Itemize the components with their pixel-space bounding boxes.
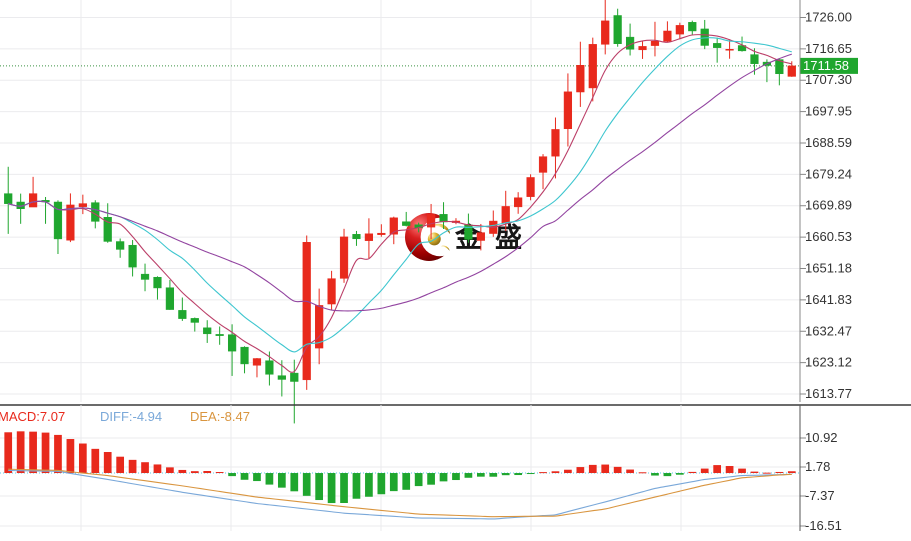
svg-text:DIFF:-4.94: DIFF:-4.94 [100, 409, 162, 424]
svg-text:1707.30: 1707.30 [805, 72, 852, 87]
svg-text:1660.53: 1660.53 [805, 229, 852, 244]
svg-text:MACD:7.07: MACD:7.07 [0, 409, 65, 424]
svg-text:1679.24: 1679.24 [805, 166, 852, 181]
svg-text:1623.12: 1623.12 [805, 355, 852, 370]
svg-text:1688.59: 1688.59 [805, 135, 852, 150]
svg-text:10.92: 10.92 [805, 430, 838, 445]
svg-text:1.78: 1.78 [805, 459, 830, 474]
svg-text:1669.89: 1669.89 [805, 198, 852, 213]
svg-text:1711.58: 1711.58 [803, 58, 849, 73]
svg-text:-7.37: -7.37 [805, 488, 835, 503]
svg-text:1697.95: 1697.95 [805, 104, 852, 119]
svg-text:1613.77: 1613.77 [805, 386, 852, 401]
svg-text:-16.51: -16.51 [805, 518, 842, 533]
svg-text:DEA:-8.47: DEA:-8.47 [190, 409, 250, 424]
svg-text:1726.00: 1726.00 [805, 10, 852, 25]
svg-text:1632.47: 1632.47 [805, 323, 852, 338]
svg-text:1641.83: 1641.83 [805, 292, 852, 307]
svg-text:1651.18: 1651.18 [805, 261, 852, 276]
svg-text:1716.65: 1716.65 [805, 41, 852, 56]
